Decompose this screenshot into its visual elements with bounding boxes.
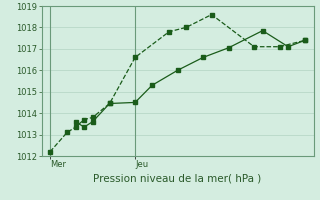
X-axis label: Pression niveau de la mer( hPa ): Pression niveau de la mer( hPa )	[93, 173, 262, 183]
